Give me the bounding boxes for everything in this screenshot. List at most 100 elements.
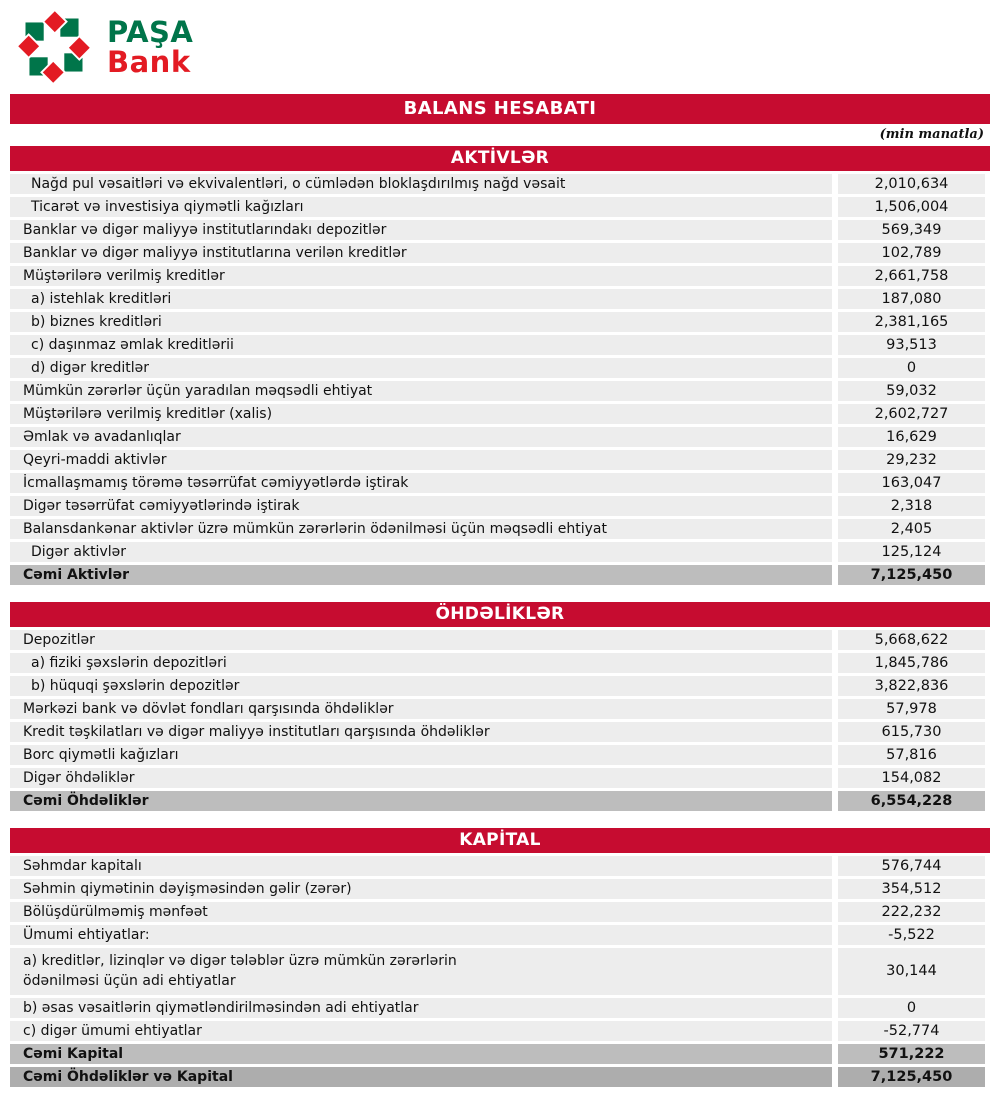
- row-label: b) hüquqi şəxslərin depozitlər: [10, 676, 832, 696]
- row-label: a) kreditlər, lizinqlər və digər tələblə…: [10, 948, 832, 995]
- table-row: b) biznes kreditləri 2,381,165: [10, 312, 985, 332]
- section-header-ohdelikler: ÖHDƏLİKLƏR: [10, 602, 990, 627]
- section-aktivler: AKTİVLƏR Nağd pul vəsaitləri və ekvivalen…: [0, 146, 1000, 585]
- row-value: 102,789: [838, 243, 985, 263]
- row-value: 2,318: [838, 496, 985, 516]
- row-label: Cəmi Aktivlər: [10, 565, 832, 585]
- row-value: 2,381,165: [838, 312, 985, 332]
- row-label: c) digər ümumi ehtiyatlar: [10, 1020, 832, 1041]
- row-value: 7,125,450: [838, 1066, 985, 1087]
- row-label: Müştərilərə verilmiş kreditlər (xalis): [10, 404, 832, 424]
- row-value: 569,349: [838, 220, 985, 240]
- section-header-kapital: KAPİTAL: [10, 828, 990, 853]
- table-row: c) daşınmaz əmlak kreditlərii 93,513: [10, 335, 985, 355]
- row-value: 2,602,727: [838, 404, 985, 424]
- table-row: Müştərilərə verilmiş kreditlər 2,661,758: [10, 266, 985, 286]
- row-value: 571,222: [838, 1043, 985, 1064]
- row-label: Kredit təşkilatları və digər maliyyə ins…: [10, 722, 832, 742]
- row-value: 3,822,836: [838, 676, 985, 696]
- table-row: c) digər ümumi ehtiyatlar -52,774: [10, 1020, 985, 1041]
- row-value: 125,124: [838, 542, 985, 562]
- table-row: b) əsas vəsaitlərin qiymətləndirilməsind…: [10, 997, 985, 1018]
- section-ohdelikler: ÖHDƏLİKLƏR Depozitlər 5,668,622 a) fiziki ş…: [0, 602, 1000, 811]
- row-label: b) biznes kreditləri: [10, 312, 832, 332]
- brand-name-top: PAŞA: [107, 15, 194, 49]
- table-row: a) kreditlər, lizinqlər və digər tələblə…: [10, 948, 985, 995]
- row-value: 222,232: [838, 902, 985, 922]
- row-value: 187,080: [838, 289, 985, 309]
- row-label: Digər öhdəliklər: [10, 768, 832, 788]
- table-row: Bölüşdürülməmiş mənfəət 222,232: [10, 902, 985, 922]
- row-value: 57,978: [838, 699, 985, 719]
- row-value: 576,744: [838, 856, 985, 876]
- row-label: Ticarət və investisiya qiymətli kağızlar…: [10, 197, 832, 217]
- table-row: Depozitlər 5,668,622: [10, 630, 985, 650]
- row-label: Banklar və digər maliyyə institutlarında…: [10, 220, 832, 240]
- table-row: a) fiziki şəxslərin depozitləri 1,845,786: [10, 653, 985, 673]
- row-label: Nağd pul vəsaitləri və ekvivalentləri, o…: [10, 174, 832, 194]
- row-label: İcmallaşmamış törəmə təsərrüfat cəmiyyət…: [10, 473, 832, 493]
- brand-name-bottom: Bank: [107, 45, 191, 80]
- row-value: 2,010,634: [838, 174, 985, 194]
- table-row: Ticarət və investisiya qiymətli kağızlar…: [10, 197, 985, 217]
- report-title: BALANS HESABATI: [10, 94, 990, 124]
- table-row: Səhmdar kapitalı 576,744: [10, 856, 985, 876]
- section-kapital: KAPİTAL Səhmdar kapitalı 576,744 Səhmin qiy…: [0, 828, 1000, 1087]
- row-value: 154,082: [838, 768, 985, 788]
- row-label: Müştərilərə verilmiş kreditlər: [10, 266, 832, 286]
- table-row: Əmlak və avadanlıqlar 16,629: [10, 427, 985, 447]
- table-row: Borc qiymətli kağızları 57,816: [10, 745, 985, 765]
- row-label: Depozitlər: [10, 630, 832, 650]
- row-label: Digər təsərrüfat cəmiyyətlərində iştirak: [10, 496, 832, 516]
- row-value: 163,047: [838, 473, 985, 493]
- row-value: 1,845,786: [838, 653, 985, 673]
- table-row: Qeyri-maddi aktivlər 29,232: [10, 450, 985, 470]
- row-value: 30,144: [838, 948, 985, 995]
- table-row: Digər təsərrüfat cəmiyyətlərində iştirak…: [10, 496, 985, 516]
- table-row: b) hüquqi şəxslərin depozitlər 3,822,836: [10, 676, 985, 696]
- table-row: Səhmin qiymətinin dəyişməsindən gəlir (z…: [10, 879, 985, 899]
- row-label: Cəmi Öhdəliklər və Kapital: [10, 1066, 832, 1087]
- table-row: İcmallaşmamış törəmə təsərrüfat cəmiyyət…: [10, 473, 985, 493]
- row-label: Banklar və digər maliyyə institutlarına …: [10, 243, 832, 263]
- row-label: Cəmi Öhdəliklər: [10, 791, 832, 811]
- row-label: Əmlak və avadanlıqlar: [10, 427, 832, 447]
- row-label: a) fiziki şəxslərin depozitləri: [10, 653, 832, 673]
- row-value: 29,232: [838, 450, 985, 470]
- row-value: 93,513: [838, 335, 985, 355]
- row-value: 354,512: [838, 879, 985, 899]
- row-value: 0: [838, 997, 985, 1018]
- row-value: 2,661,758: [838, 266, 985, 286]
- row-label: Bölüşdürülməmiş mənfəət: [10, 902, 832, 922]
- row-value: 2,405: [838, 519, 985, 539]
- row-label: Mümkün zərərlər üçün yaradılan məqsədli …: [10, 381, 832, 401]
- row-value: 5,668,622: [838, 630, 985, 650]
- row-value: 0: [838, 358, 985, 378]
- table-row: Mümkün zərərlər üçün yaradılan məqsədli …: [10, 381, 985, 401]
- table-row: Ümumi ehtiyatlar: -5,522: [10, 925, 985, 945]
- row-value: 16,629: [838, 427, 985, 447]
- table-row: Digər aktivlər 125,124: [10, 542, 985, 562]
- unit-note: (min manatla): [879, 127, 984, 142]
- row-value: 57,816: [838, 745, 985, 765]
- row-label: d) digər kreditlər: [10, 358, 832, 378]
- brand-wordmark: PAŞA Bank: [107, 17, 193, 77]
- table-row: d) digər kreditlər 0: [10, 358, 985, 378]
- brand-header: PAŞA Bank: [0, 0, 1000, 94]
- section-header-aktivler: AKTİVLƏR: [10, 146, 990, 171]
- total-row: Cəmi Aktivlər 7,125,450: [10, 565, 985, 585]
- row-label: Balansdankənar aktivlər üzrə mümkün zərə…: [10, 519, 832, 539]
- row-value: -5,522: [838, 925, 985, 945]
- row-value: 7,125,450: [838, 565, 985, 585]
- total-row: Cəmi Öhdəliklər və Kapital 7,125,450: [10, 1066, 985, 1087]
- row-label: b) əsas vəsaitlərin qiymətləndirilməsind…: [10, 997, 832, 1018]
- sections-container: AKTİVLƏR Nağd pul vəsaitləri və ekvivalen…: [0, 146, 1000, 1087]
- row-label: Digər aktivlər: [10, 542, 832, 562]
- table-row: Mərkəzi bank və dövlət fondları qarşısın…: [10, 699, 985, 719]
- table-row: a) istehlak kreditləri 187,080: [10, 289, 985, 309]
- row-value: 59,032: [838, 381, 985, 401]
- pasha-bank-logo-icon: [16, 9, 92, 85]
- table-row: Nağd pul vəsaitləri və ekvivalentləri, o…: [10, 174, 985, 194]
- row-label: c) daşınmaz əmlak kreditlərii: [10, 335, 832, 355]
